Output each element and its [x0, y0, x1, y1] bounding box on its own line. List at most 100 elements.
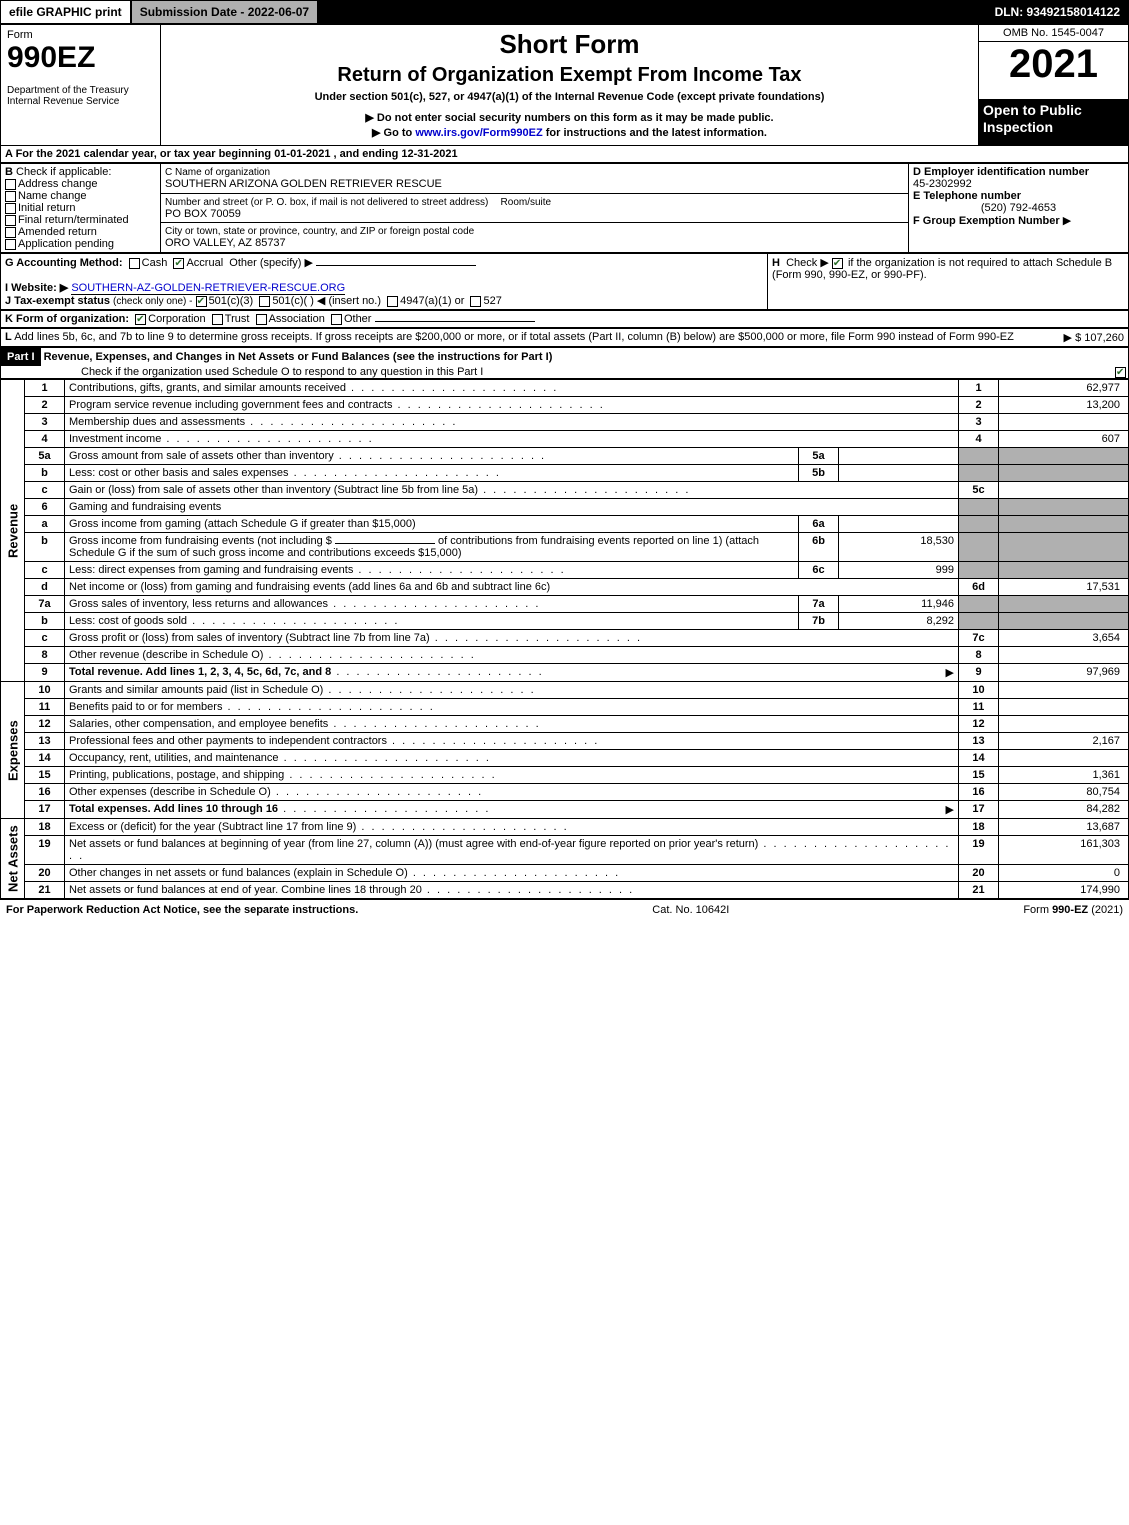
submission-date: Submission Date - 2022-06-07 [132, 1, 319, 23]
ein-value: 45-2302992 [913, 178, 972, 190]
chk-501c3[interactable] [196, 296, 207, 307]
t21: Net assets or fund balances at end of ye… [65, 882, 959, 899]
n14: 14 [25, 750, 65, 767]
t7a: Gross sales of inventory, less returns a… [65, 596, 799, 613]
rn19: 19 [959, 836, 999, 865]
t5b: Less: cost or other basis and sales expe… [65, 465, 799, 482]
t6: Gaming and fundraising events [65, 499, 959, 516]
iv7b: 8,292 [839, 613, 959, 630]
n7b: b [25, 613, 65, 630]
n21: 21 [25, 882, 65, 899]
chk-527[interactable] [470, 296, 481, 307]
chk-address-change[interactable] [5, 179, 16, 190]
t11: Benefits paid to or for members [65, 699, 959, 716]
rn20: 20 [959, 865, 999, 882]
top-bar: efile GRAPHIC print Submission Date - 20… [0, 0, 1129, 24]
n2: 2 [25, 397, 65, 414]
b-letter: B [5, 166, 13, 178]
shv7a [999, 596, 1129, 613]
v4: 607 [999, 431, 1129, 448]
chk-corporation[interactable] [135, 314, 146, 325]
dept-treasury: Department of the Treasury Internal Reve… [7, 85, 154, 107]
instr-goto: Go to www.irs.gov/Form990EZ for instruct… [171, 126, 968, 139]
rn5c: 5c [959, 482, 999, 499]
chk-other-org[interactable] [331, 314, 342, 325]
chk-trust[interactable] [212, 314, 223, 325]
n4: 4 [25, 431, 65, 448]
h-check-text: Check ▶ [786, 257, 829, 269]
f-arrow: ▶ [1063, 215, 1071, 227]
k-cell: K Form of organization: Corporation Trus… [1, 311, 1129, 328]
v7c: 3,654 [999, 630, 1129, 647]
v5c [999, 482, 1129, 499]
part1-header-row: Part I Revenue, Expenses, and Changes in… [0, 347, 1129, 379]
6b-fill [335, 543, 435, 544]
v20: 0 [999, 865, 1129, 882]
chk-schedule-b[interactable] [832, 258, 843, 269]
chk-accrual[interactable] [173, 258, 184, 269]
lbl-amended-return: Amended return [18, 226, 97, 238]
v1: 62,977 [999, 380, 1129, 397]
v15: 1,361 [999, 767, 1129, 784]
instr1-text: Do not enter social security numbers on … [377, 112, 774, 124]
section-k: K Form of organization: Corporation Trus… [0, 310, 1129, 328]
shv5b [999, 465, 1129, 482]
t7c: Gross profit or (loss) from sales of inv… [65, 630, 959, 647]
lbl-527: 527 [483, 295, 501, 307]
rn2: 2 [959, 397, 999, 414]
v18: 13,687 [999, 819, 1129, 836]
sh7a [959, 596, 999, 613]
chk-final-return[interactable] [5, 215, 16, 226]
shv5a [999, 448, 1129, 465]
n1: 1 [25, 380, 65, 397]
sections-gh: G Accounting Method: Cash Accrual Other … [0, 253, 1129, 310]
lbl-4947: 4947(a)(1) or [400, 295, 464, 307]
website-link[interactable]: SOUTHERN-AZ-GOLDEN-RETRIEVER-RESCUE.ORG [71, 282, 345, 295]
chk-amended-return[interactable] [5, 227, 16, 238]
chk-4947[interactable] [387, 296, 398, 307]
street-label: Number and street (or P. O. box, if mail… [165, 197, 488, 208]
side-netassets: Net Assets [1, 819, 25, 899]
n7a: 7a [25, 596, 65, 613]
l-letter: L [5, 331, 12, 343]
lbl-initial-return: Initial return [18, 202, 75, 214]
chk-501c[interactable] [259, 296, 270, 307]
rn8: 8 [959, 647, 999, 664]
v2: 13,200 [999, 397, 1129, 414]
v3 [999, 414, 1129, 431]
dln-label: DLN: 93492158014122 [987, 1, 1128, 23]
irs-link[interactable]: www.irs.gov/Form990EZ [415, 127, 542, 139]
chk-cash[interactable] [129, 258, 140, 269]
chk-association[interactable] [256, 314, 267, 325]
n8: 8 [25, 647, 65, 664]
chk-application-pending[interactable] [5, 239, 16, 250]
in6c: 6c [799, 562, 839, 579]
t7b: Less: cost of goods sold [65, 613, 799, 630]
v8 [999, 647, 1129, 664]
rn15: 15 [959, 767, 999, 784]
lbl-application-pending: Application pending [18, 238, 114, 250]
n7c: c [25, 630, 65, 647]
sh6b [959, 533, 999, 562]
chk-name-change[interactable] [5, 191, 16, 202]
g-label: G Accounting Method: [5, 257, 123, 269]
lbl-other-method: Other (specify) ▶ [229, 257, 313, 269]
l-text: Add lines 5b, 6c, and 7b to line 9 to de… [14, 331, 1014, 343]
lbl-corp: Corporation [148, 313, 205, 325]
n6d: d [25, 579, 65, 596]
iv6a [839, 516, 959, 533]
chk-initial-return[interactable] [5, 203, 16, 214]
rn4: 4 [959, 431, 999, 448]
section-c-street: Number and street (or P. O. box, if mail… [161, 193, 909, 223]
t16: Other expenses (describe in Schedule O) [65, 784, 959, 801]
n6c: c [25, 562, 65, 579]
sh6c [959, 562, 999, 579]
f-label: F Group Exemption Number [913, 215, 1060, 227]
part1-title: Revenue, Expenses, and Changes in Net As… [44, 351, 553, 363]
v10 [999, 682, 1129, 699]
n6a: a [25, 516, 65, 533]
b-check-if: Check if applicable: [16, 166, 111, 178]
chk-schedule-o[interactable] [1115, 367, 1126, 378]
instr2-pre: Go to [384, 127, 416, 139]
city-value: ORO VALLEY, AZ 85737 [165, 237, 286, 249]
